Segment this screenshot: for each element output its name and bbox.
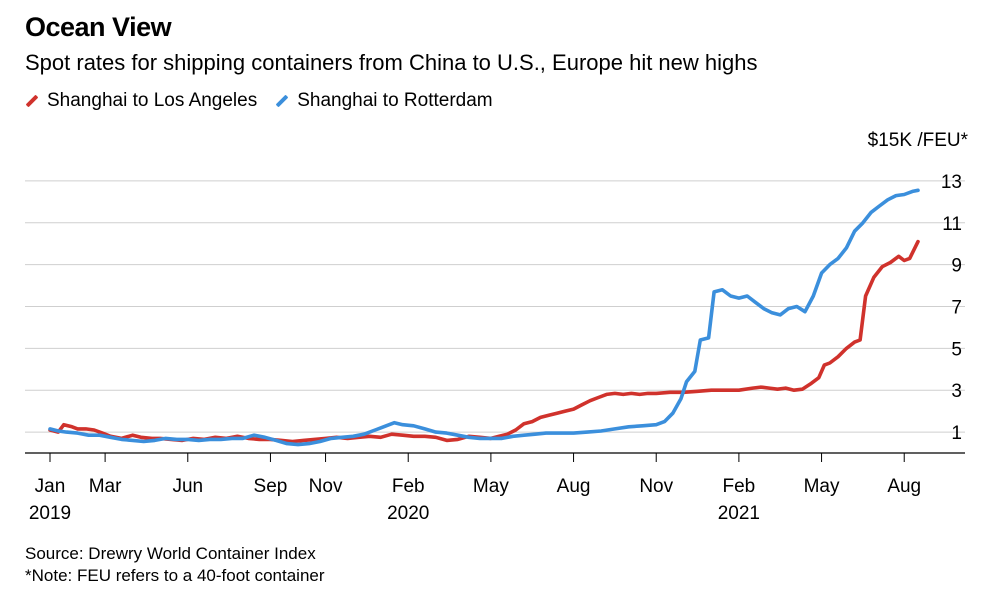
feu-note: *Note: FEU refers to a 40-foot container bbox=[25, 566, 325, 585]
legend-item-rotterdam: Shanghai to Rotterdam bbox=[275, 90, 493, 112]
x-tick-label-7: Aug bbox=[557, 476, 591, 497]
x-tick-label-9: Feb bbox=[723, 476, 756, 497]
y-tick-label-13: 13 bbox=[941, 172, 962, 193]
y-tick-label-11: 11 bbox=[942, 214, 962, 235]
x-tick-label-2: Jun bbox=[172, 476, 203, 497]
x-tick-label-1: Mar bbox=[89, 476, 122, 497]
y-axis-unit-label: $15K /FEU* bbox=[867, 130, 968, 151]
x-tick-label-6: May bbox=[473, 476, 509, 497]
chart-subtitle: Spot rates for shipping containers from … bbox=[25, 50, 758, 75]
x-tick-label-5: Feb bbox=[392, 476, 425, 497]
x-tick-label-10: May bbox=[804, 476, 840, 497]
legend: Shanghai to Los Angeles Shanghai to Rott… bbox=[25, 90, 493, 112]
footer: Source: Drewry World Container Index *No… bbox=[25, 543, 325, 587]
y-tick-label-9: 9 bbox=[951, 256, 962, 277]
x-tick-label-0: Jan bbox=[35, 476, 66, 497]
x-tick-label-8: Nov bbox=[639, 476, 673, 497]
chart-title: Ocean View bbox=[25, 12, 172, 42]
x-year-label-0: 2019 bbox=[29, 503, 71, 524]
legend-item-los-angeles: Shanghai to Los Angeles bbox=[25, 90, 257, 112]
y-tick-label-5: 5 bbox=[951, 339, 962, 360]
x-year-label-9: 2021 bbox=[718, 503, 760, 524]
legend-label-los-angeles: Shanghai to Los Angeles bbox=[47, 90, 258, 111]
series-line-rotterdam bbox=[48, 188, 920, 447]
x-tick-label-11: Aug bbox=[887, 476, 921, 497]
y-tick-label-1: 1 bbox=[951, 423, 962, 444]
series-line-los-angeles bbox=[48, 239, 920, 444]
x-tick-label-3: Sep bbox=[254, 476, 288, 497]
y-tick-label-7: 7 bbox=[951, 298, 962, 319]
x-tick-label-4: Nov bbox=[309, 476, 343, 497]
x-year-label-5: 2020 bbox=[387, 503, 429, 524]
source-note: Source: Drewry World Container Index bbox=[25, 544, 316, 563]
legend-label-rotterdam: Shanghai to Rotterdam bbox=[297, 90, 493, 111]
y-tick-label-3: 3 bbox=[951, 381, 962, 402]
